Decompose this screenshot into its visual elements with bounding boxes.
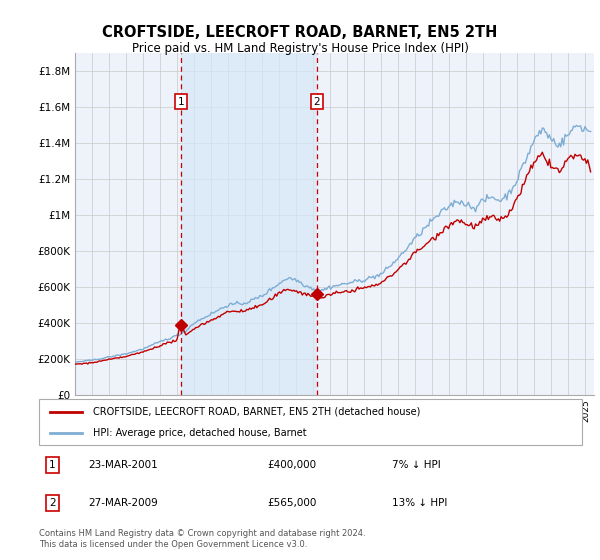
Text: 2: 2 xyxy=(314,97,320,107)
Text: 13% ↓ HPI: 13% ↓ HPI xyxy=(392,498,448,508)
Text: 2: 2 xyxy=(49,498,56,508)
Text: Contains HM Land Registry data © Crown copyright and database right 2024.
This d: Contains HM Land Registry data © Crown c… xyxy=(39,529,365,549)
Text: HPI: Average price, detached house, Barnet: HPI: Average price, detached house, Barn… xyxy=(94,428,307,438)
Text: 7% ↓ HPI: 7% ↓ HPI xyxy=(392,460,440,470)
Text: £565,000: £565,000 xyxy=(267,498,316,508)
Text: CROFTSIDE, LEECROFT ROAD, BARNET, EN5 2TH (detached house): CROFTSIDE, LEECROFT ROAD, BARNET, EN5 2T… xyxy=(94,407,421,417)
Text: 23-MAR-2001: 23-MAR-2001 xyxy=(88,460,158,470)
Text: 1: 1 xyxy=(49,460,56,470)
Text: 1: 1 xyxy=(178,97,184,107)
Text: £400,000: £400,000 xyxy=(267,460,316,470)
Text: 27-MAR-2009: 27-MAR-2009 xyxy=(88,498,158,508)
FancyBboxPatch shape xyxy=(39,399,582,445)
Text: Price paid vs. HM Land Registry's House Price Index (HPI): Price paid vs. HM Land Registry's House … xyxy=(131,42,469,55)
Text: CROFTSIDE, LEECROFT ROAD, BARNET, EN5 2TH: CROFTSIDE, LEECROFT ROAD, BARNET, EN5 2T… xyxy=(103,25,497,40)
Bar xyxy=(181,53,317,395)
